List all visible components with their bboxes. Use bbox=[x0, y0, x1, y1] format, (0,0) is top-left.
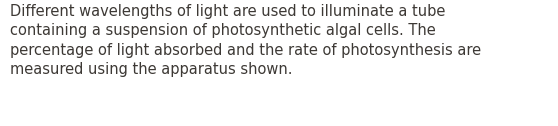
Text: Different wavelengths of light are used to illuminate a tube
containing a suspen: Different wavelengths of light are used … bbox=[10, 4, 481, 77]
